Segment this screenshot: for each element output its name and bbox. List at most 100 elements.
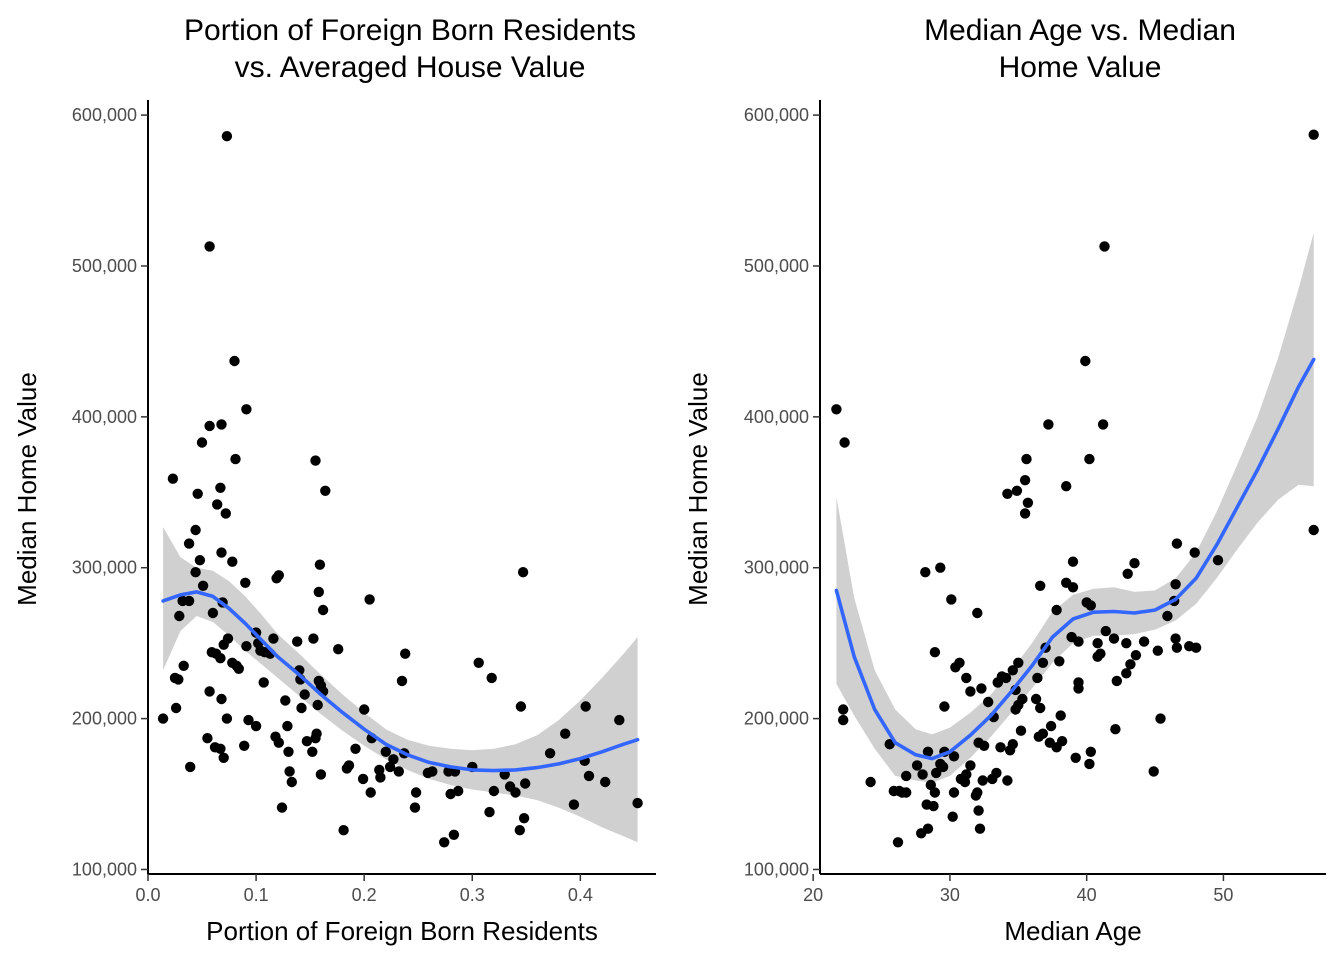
data-point <box>375 772 386 783</box>
data-point <box>946 594 957 605</box>
data-point <box>911 760 923 771</box>
data-point <box>838 714 849 726</box>
data-point <box>409 802 421 813</box>
data-point <box>215 743 226 754</box>
data-point <box>230 453 241 465</box>
data-point <box>1032 672 1043 684</box>
data-point <box>1035 580 1046 591</box>
x-tick-label: 0.2 <box>352 885 377 905</box>
data-point <box>202 733 213 744</box>
chart-title-line-1: Median Age vs. Median <box>924 14 1236 47</box>
data-point <box>1011 485 1023 496</box>
axes-layer: 100,000 200,000 300,000 400,000 500,000 600,0… <box>72 100 656 905</box>
data-point <box>338 825 349 836</box>
data-point <box>473 657 484 668</box>
chart-title-line-2: vs. Averaged House Value <box>235 51 586 84</box>
data-point <box>333 644 344 655</box>
data-point <box>600 776 611 788</box>
data-point <box>1070 752 1081 763</box>
axes-layer: 100,000 200,000 300,000 400,000 500,000 600,0… <box>744 100 1326 905</box>
data-point <box>207 607 219 619</box>
panel-foreign-born: Portion of Foreign Born Residents vs. Av… <box>12 14 656 946</box>
data-point <box>1099 241 1110 252</box>
data-point <box>174 610 185 622</box>
data-point <box>1007 665 1018 676</box>
data-point <box>1152 645 1164 656</box>
data-point <box>280 695 291 706</box>
data-point <box>520 778 531 789</box>
data-point <box>1004 745 1016 756</box>
data-point <box>212 499 223 510</box>
data-point <box>922 746 934 757</box>
y-tick-label: 500,000 <box>72 256 137 276</box>
panel-median-age: Median Age vs. Median Home Value Median … <box>683 14 1326 946</box>
data-point <box>296 702 307 714</box>
data-point <box>1055 710 1066 721</box>
data-point <box>292 636 303 647</box>
data-point <box>258 677 269 688</box>
data-point <box>286 776 297 788</box>
y-tick-label: 500,000 <box>744 256 809 276</box>
data-point <box>1010 704 1021 715</box>
data-point <box>233 663 244 674</box>
data-point <box>1067 556 1079 567</box>
data-point <box>1212 555 1224 566</box>
data-point <box>307 746 318 757</box>
data-point <box>965 760 976 771</box>
smooth-line-layer <box>834 357 1316 761</box>
data-point <box>1170 579 1181 590</box>
data-point <box>560 728 571 739</box>
data-point <box>831 404 842 415</box>
data-point <box>484 806 495 818</box>
data-point <box>216 693 227 705</box>
y-tick-label: 100,000 <box>72 859 137 879</box>
data-point <box>216 419 227 430</box>
data-point <box>197 580 209 591</box>
data-point <box>365 787 376 798</box>
data-point <box>215 653 226 664</box>
x-tick-label: 0.3 <box>460 885 485 905</box>
data-point <box>1000 672 1012 684</box>
data-point <box>1092 638 1103 649</box>
data-point <box>453 785 464 797</box>
data-point <box>196 437 208 448</box>
confidence-band <box>163 527 638 843</box>
data-point <box>310 455 321 466</box>
data-point <box>632 797 643 809</box>
data-point <box>1035 702 1046 714</box>
data-point <box>929 647 941 658</box>
data-point <box>1073 636 1084 647</box>
chart-title-line-1: Portion of Foreign Born Residents <box>184 14 636 47</box>
data-point <box>1084 758 1095 770</box>
data-point <box>983 696 994 708</box>
data-point <box>1043 419 1054 430</box>
data-point <box>892 837 904 848</box>
data-point <box>1122 568 1133 579</box>
data-point <box>544 748 556 759</box>
points-layer <box>831 129 1319 848</box>
data-point <box>614 714 625 726</box>
data-point <box>194 555 206 566</box>
data-point <box>515 701 527 712</box>
data-point <box>1037 657 1049 668</box>
data-point <box>276 802 288 813</box>
data-point <box>974 823 986 834</box>
x-axis-title: Median Age <box>1004 916 1141 946</box>
data-point <box>1019 508 1031 519</box>
data-point <box>972 607 983 619</box>
data-point <box>240 577 251 588</box>
data-point <box>204 241 215 252</box>
data-point <box>1097 419 1109 430</box>
data-point <box>314 559 326 570</box>
x-tick-label: 0.1 <box>244 885 269 905</box>
data-point <box>1189 547 1200 558</box>
data-point <box>1030 693 1042 705</box>
data-point <box>393 766 404 777</box>
data-point <box>1044 737 1056 748</box>
data-point <box>204 420 215 432</box>
data-point <box>1073 677 1084 688</box>
data-point <box>243 714 254 726</box>
data-point <box>1308 524 1319 536</box>
data-point <box>948 787 960 798</box>
